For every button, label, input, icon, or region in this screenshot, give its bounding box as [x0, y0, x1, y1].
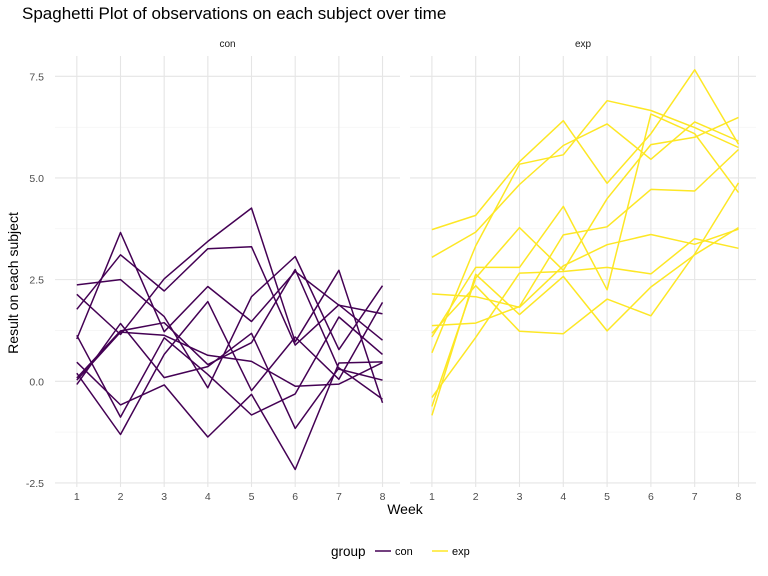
y-tick-label: 7.5	[29, 71, 44, 83]
series-line-con-3	[76, 245, 383, 346]
facet-panels: con 1 2 3 4 5 6 7 8 exp 1 2 3 4 5 6 7 8 -2.5 0.0 2.5 5.0 7.5	[26, 39, 756, 503]
x-tick-label: 6	[648, 491, 654, 503]
x-tick-label: 7	[692, 491, 698, 503]
series-line-con-1	[76, 300, 384, 436]
series-line-con-9	[76, 268, 383, 381]
x-tick-label: 1	[74, 491, 80, 503]
x-tick-label: 7	[336, 491, 342, 503]
series-line-exp-7	[431, 182, 740, 335]
facet-label-exp: exp	[575, 39, 592, 50]
x-tick-label: 8	[380, 491, 386, 503]
x-tick-label: 2	[118, 491, 124, 503]
legend-label-exp: exp	[452, 546, 470, 558]
series-line-exp-5	[431, 99, 739, 354]
panel-con: con 1 2 3 4 5 6 7 8	[55, 39, 400, 503]
series-line-exp-2	[431, 226, 739, 416]
series-line-exp-9	[431, 237, 739, 398]
x-tick-label: 5	[249, 491, 255, 503]
x-tick-label: 4	[560, 491, 566, 503]
x-tick-label: 8	[736, 491, 742, 503]
series-line-con-5	[76, 361, 383, 471]
y-tick-label: 5.0	[29, 173, 44, 185]
series-line-con-10	[76, 207, 384, 404]
series-line-exp-4	[431, 116, 739, 407]
series-line-exp-8	[431, 148, 740, 327]
facet-label-con: con	[219, 39, 235, 50]
x-tick-label: 2	[473, 491, 479, 503]
chart-title: Spaghetti Plot of observations on each s…	[22, 4, 447, 23]
x-tick-label: 5	[604, 491, 610, 503]
series-line-con-6	[76, 255, 384, 389]
y-axis-label: Result on each subject	[5, 212, 21, 354]
x-tick-label: 1	[429, 491, 435, 503]
panel-exp: exp 1 2 3 4 5 6 7 8	[410, 39, 756, 503]
series-line-con-8	[76, 322, 383, 430]
series-line-exp-1	[431, 121, 739, 258]
legend-title: group	[331, 544, 366, 559]
x-tick-label: 3	[517, 491, 523, 503]
series-line-con-2	[76, 316, 383, 418]
y-tick-label: -2.5	[26, 478, 44, 490]
series-line-exp-10	[431, 113, 740, 338]
x-tick-label: 6	[292, 491, 298, 503]
y-tick-label: 0.0	[29, 376, 44, 388]
legend: group con exp	[331, 544, 470, 559]
y-tick-label: 2.5	[29, 275, 44, 287]
series-line-exp-6	[431, 69, 740, 231]
series-line-con-4	[76, 231, 383, 340]
legend-label-con: con	[395, 546, 413, 558]
series-line-exp-3	[431, 228, 739, 309]
x-tick-label: 3	[161, 491, 167, 503]
x-axis-label: Week	[387, 501, 424, 517]
x-tick-label: 4	[205, 491, 211, 503]
